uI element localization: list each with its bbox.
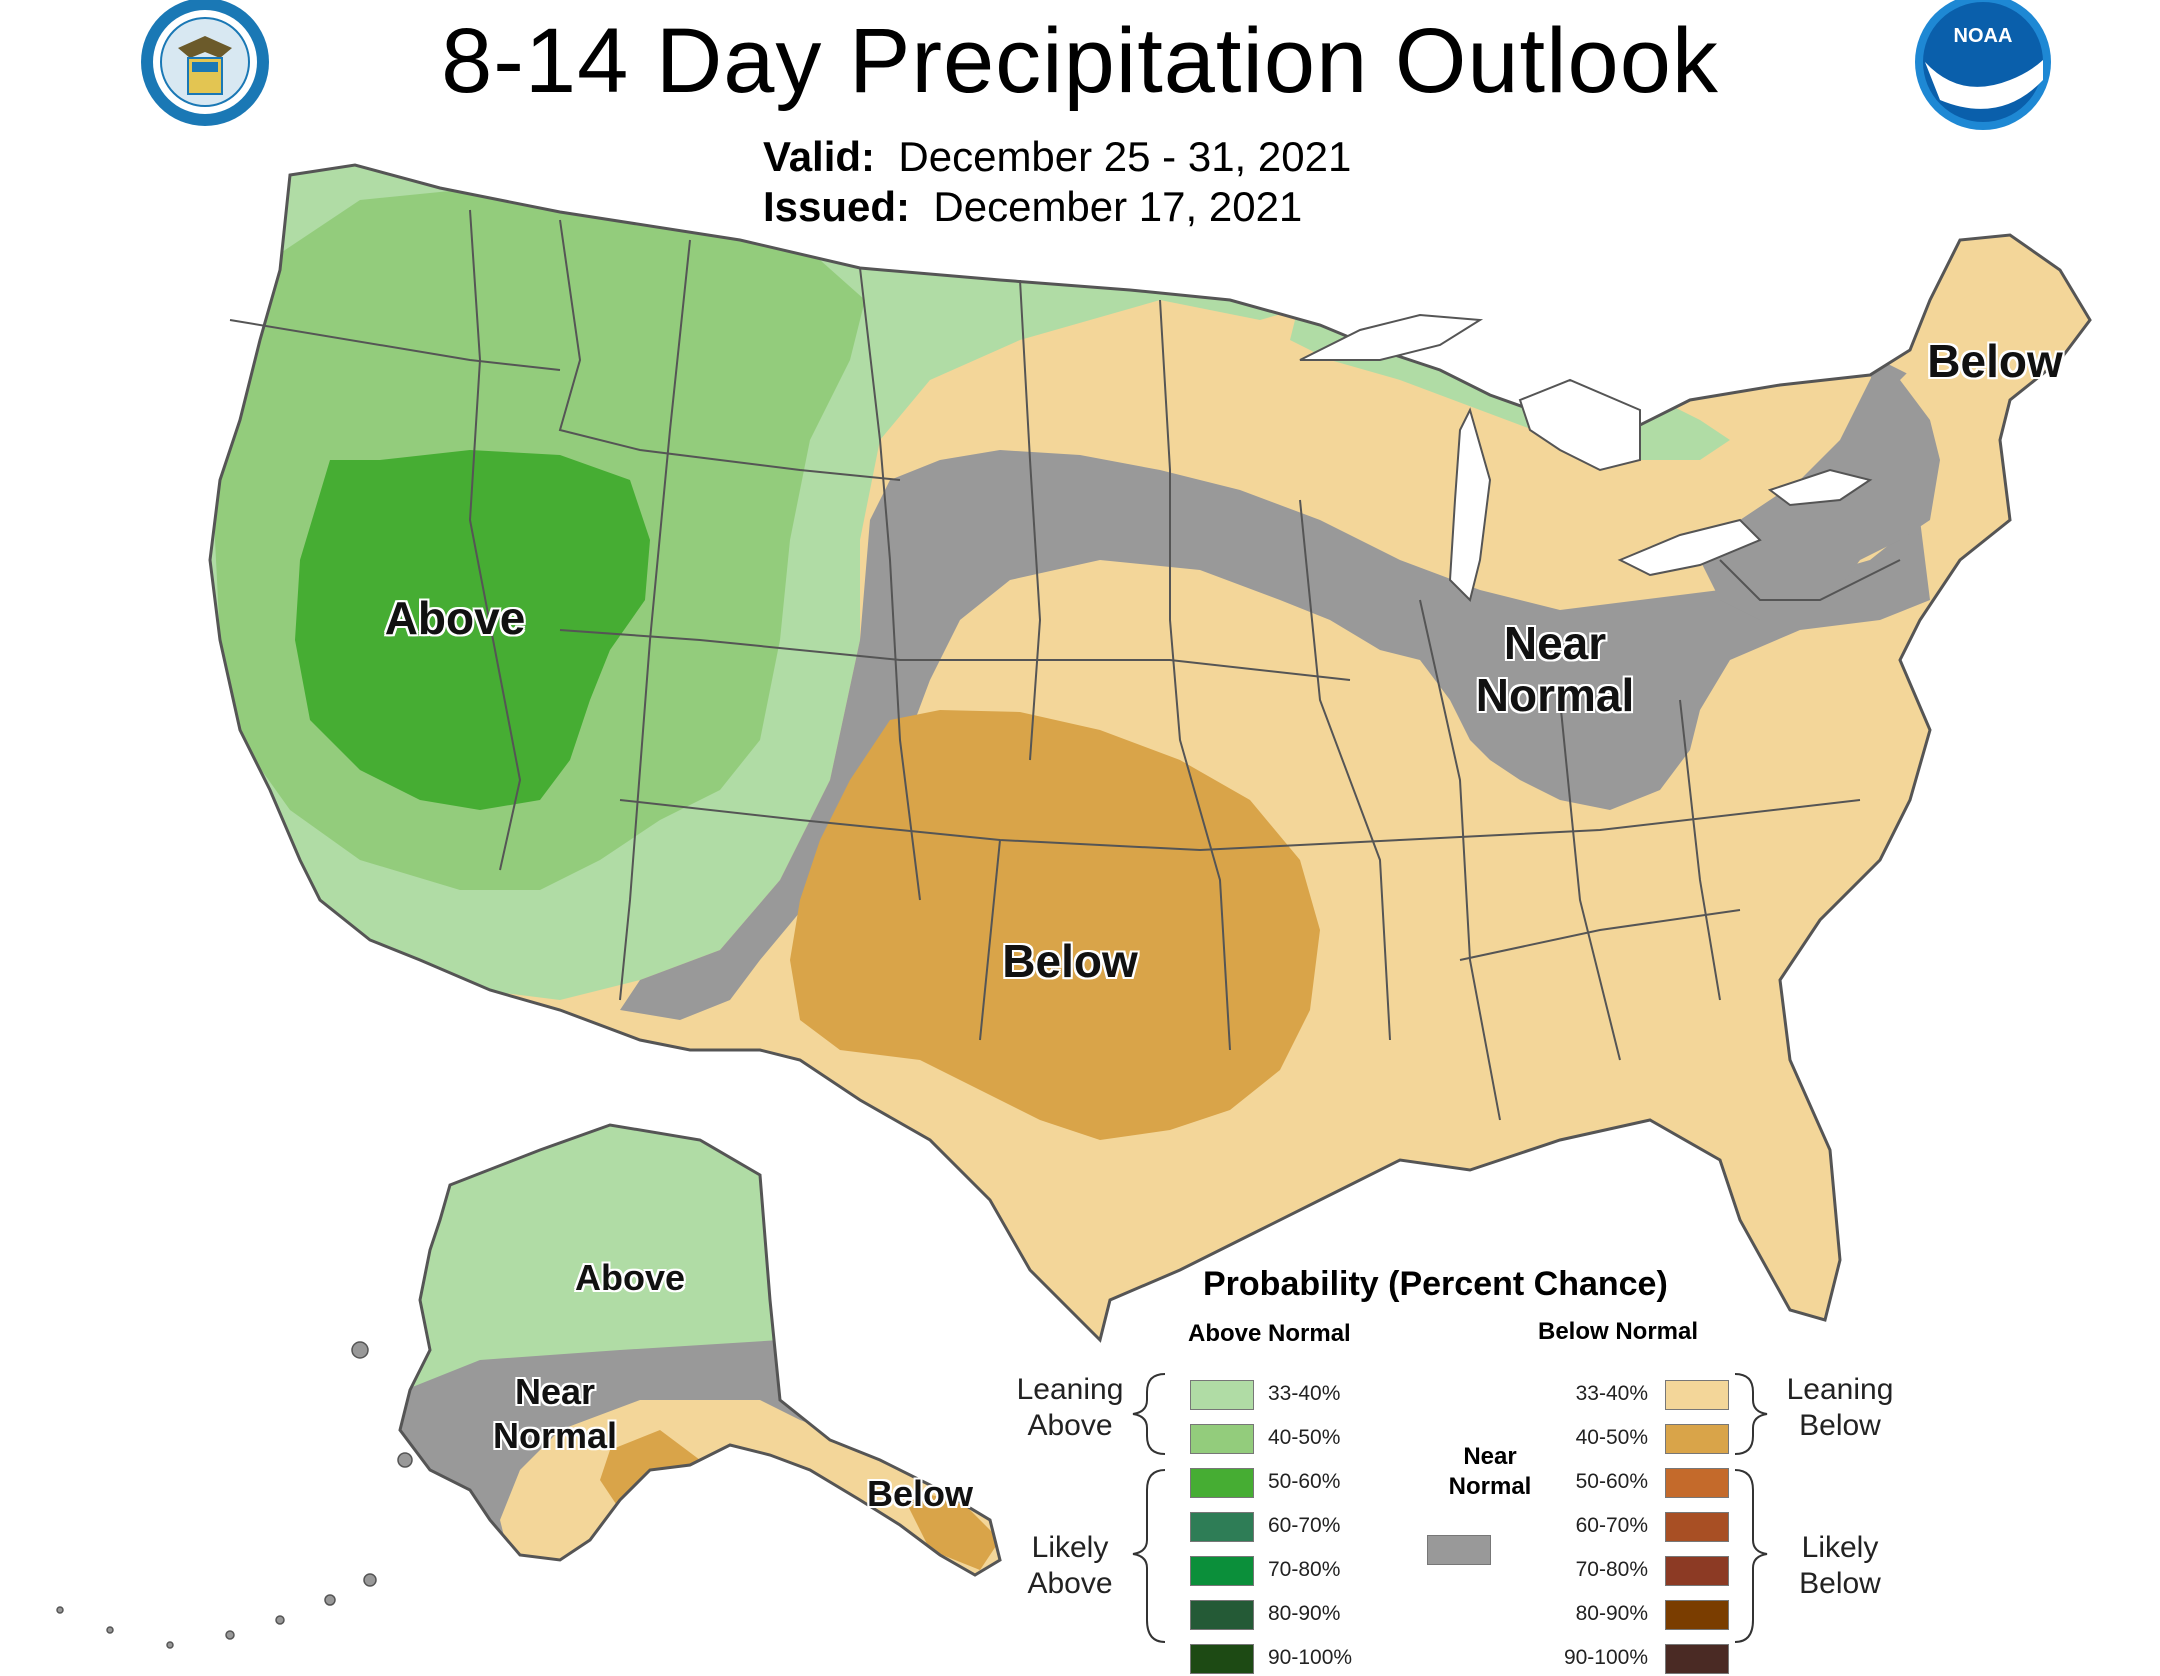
legend-above-row: 40-50% bbox=[0, 1422, 2160, 1456]
legend-above-percent: 90-100% bbox=[1268, 1646, 1353, 1669]
region-below-northeast-boundary bbox=[1900, 280, 2080, 440]
legend-below-percent: 90-100% bbox=[1563, 1646, 1648, 1669]
legend-below-swatch bbox=[1665, 1556, 1729, 1586]
valid-label: Valid: bbox=[763, 133, 876, 180]
issued-label: Issued: bbox=[763, 183, 911, 230]
legend-below-swatch bbox=[1665, 1512, 1729, 1542]
legend-likely-above-line2: Above bbox=[1027, 1567, 1113, 1600]
legend-above-swatch bbox=[1190, 1424, 1254, 1454]
noaa-logo-icon: NOAA bbox=[1915, 0, 2051, 130]
map-title: 8-14 Day Precipitation Outlook bbox=[441, 10, 1719, 112]
legend-below-row: 60-70% bbox=[0, 1510, 2160, 1544]
label-alaska-near-line1: Near bbox=[514, 1371, 596, 1412]
region-above-50-60 bbox=[295, 450, 650, 810]
legend-brace-above bbox=[1132, 1373, 1166, 1643]
legend-below-percent: 70-80% bbox=[1575, 1558, 1648, 1581]
legend-above-percent: 50-60% bbox=[1268, 1470, 1341, 1493]
label-alaska-below: Below bbox=[866, 1473, 973, 1514]
legend-leaning-below: Leaning Below bbox=[1770, 1372, 1910, 1444]
legend-below-row: 90-100% bbox=[0, 1642, 2160, 1676]
legend-above-swatch bbox=[1190, 1600, 1254, 1630]
legend-leaning-below-line1: Leaning bbox=[1786, 1373, 1894, 1406]
legend-above-percent: 40-50% bbox=[1268, 1426, 1341, 1449]
legend-above-row: 33-40% bbox=[0, 1378, 2160, 1412]
legend-above-row: 70-80% bbox=[0, 1554, 2160, 1588]
aleutian-islands bbox=[56, 1341, 413, 1649]
region-below-40-50 bbox=[790, 710, 1320, 1140]
legend-above-percent: 60-70% bbox=[1268, 1514, 1341, 1537]
legend-above-swatch bbox=[1190, 1512, 1254, 1542]
legend-below-row: 80-90% bbox=[0, 1598, 2160, 1632]
legend-below-percent: 80-90% bbox=[1575, 1602, 1648, 1625]
region-near-normal bbox=[620, 370, 1930, 1020]
legend-below-row: 70-80% bbox=[0, 1554, 2160, 1588]
noaa-logo-text: NOAA bbox=[1954, 25, 2013, 47]
legend-near-normal: Near Normal bbox=[1440, 1442, 1540, 1502]
legend-below-row: 40-50% bbox=[0, 1422, 2160, 1456]
conus-shading bbox=[210, 165, 2090, 1340]
legend-below-swatch bbox=[1665, 1468, 1729, 1498]
alaska-border bbox=[398, 1123, 1002, 1577]
commerce-seal-icon bbox=[141, 0, 269, 126]
legend-brace-below bbox=[1734, 1373, 1768, 1643]
legend-likely-below-line2: Below bbox=[1799, 1567, 1881, 1600]
label-conus-below-southwest: Below bbox=[1002, 935, 1138, 987]
legend-below-percent: 40-50% bbox=[1575, 1426, 1648, 1449]
issued-value: December 17, 2021 bbox=[933, 183, 1303, 230]
legend-below-row: 50-60% bbox=[0, 1466, 2160, 1500]
legend-above-row: 90-100% bbox=[0, 1642, 2160, 1676]
legend-above-header: Above Normal bbox=[1188, 1320, 1351, 1347]
legend-above-row: 50-60% bbox=[0, 1466, 2160, 1500]
label-alaska-above: Above bbox=[574, 1257, 686, 1298]
legend-above-row: 60-70% bbox=[0, 1510, 2160, 1544]
valid-value: December 25 - 31, 2021 bbox=[898, 133, 1352, 180]
legend-leaning-above: Leaning Above bbox=[1000, 1372, 1140, 1444]
legend-above-percent: 70-80% bbox=[1268, 1558, 1341, 1581]
legend-above-percent: 33-40% bbox=[1268, 1382, 1341, 1405]
legend-above-percent: 80-90% bbox=[1268, 1602, 1341, 1625]
label-alaska-near-line2: Normal bbox=[492, 1415, 618, 1456]
legend-likely-below-line1: Likely bbox=[1801, 1531, 1879, 1564]
valid-date: Valid: December 25 - 31, 2021 bbox=[763, 132, 1351, 182]
label-conus-below-northeast: Below bbox=[1927, 335, 2063, 387]
legend-leaning-below-line2: Below bbox=[1799, 1409, 1881, 1442]
label-conus-near-normal: Near Normal bbox=[1455, 617, 1655, 721]
legend-below-swatch bbox=[1665, 1644, 1729, 1674]
legend-near-line1: Near bbox=[1463, 1443, 1517, 1470]
issued-date: Issued: December 17, 2021 bbox=[763, 182, 1302, 232]
legend-below-row: 33-40% bbox=[0, 1378, 2160, 1412]
legend-below-percent: 33-40% bbox=[1575, 1382, 1648, 1405]
legend-leaning-above-line2: Above bbox=[1027, 1409, 1113, 1442]
legend-below-percent: 50-60% bbox=[1575, 1470, 1648, 1493]
legend-below-swatch bbox=[1665, 1600, 1729, 1630]
label-conus-above: Above bbox=[384, 592, 526, 644]
great-lakes bbox=[1299, 313, 1873, 602]
legend-above-swatch bbox=[1190, 1556, 1254, 1586]
legend-below-swatch bbox=[1665, 1424, 1729, 1454]
legend-likely-above-line1: Likely bbox=[1031, 1531, 1109, 1564]
legend-above-swatch bbox=[1190, 1380, 1254, 1410]
legend-likely-below: Likely Below bbox=[1770, 1530, 1910, 1602]
label-conus-near-line2: Normal bbox=[1475, 669, 1635, 721]
legend-below-percent: 60-70% bbox=[1575, 1514, 1648, 1537]
legend-above-swatch bbox=[1190, 1468, 1254, 1498]
label-alaska-near-normal: Near Normal bbox=[475, 1370, 635, 1458]
legend-above-row: 80-90% bbox=[0, 1598, 2160, 1632]
legend-below-header: Below Normal bbox=[1538, 1318, 1699, 1345]
legend-below-swatch bbox=[1665, 1380, 1729, 1410]
legend-title: Probability (Percent Chance) bbox=[1203, 1265, 1668, 1303]
legend-leaning-above-line1: Leaning bbox=[1016, 1373, 1124, 1406]
legend-near-line2: Normal bbox=[1448, 1473, 1532, 1500]
legend-likely-above: Likely Above bbox=[1000, 1530, 1140, 1602]
legend-near-normal-swatch bbox=[1427, 1535, 1491, 1565]
label-conus-near-line1: Near bbox=[1503, 617, 1607, 669]
